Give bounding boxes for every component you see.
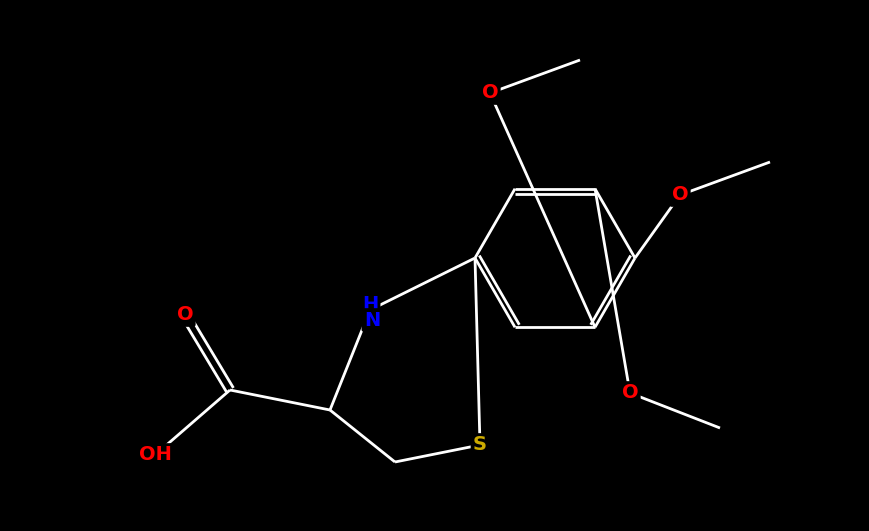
Text: O: O — [672, 185, 688, 204]
Text: N: N — [364, 311, 380, 330]
Text: OH: OH — [138, 446, 171, 465]
Text: O: O — [621, 383, 639, 402]
Text: O: O — [481, 83, 498, 102]
Text: H: H — [362, 295, 378, 314]
Text: S: S — [473, 435, 487, 455]
Text: O: O — [176, 305, 193, 324]
